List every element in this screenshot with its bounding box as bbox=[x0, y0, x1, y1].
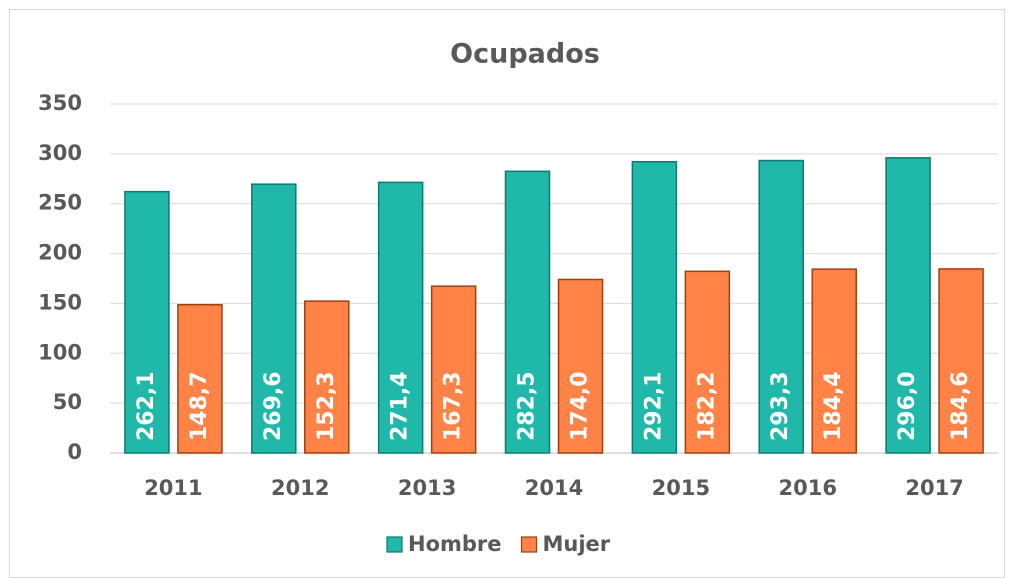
data-label: 148,7 bbox=[187, 371, 212, 441]
data-label: 184,4 bbox=[821, 371, 846, 441]
y-tick-label: 100 bbox=[38, 340, 82, 364]
y-tick-label: 50 bbox=[53, 390, 82, 414]
bar bbox=[758, 159, 804, 454]
data-label: 167,3 bbox=[441, 371, 466, 441]
data-label: 174,0 bbox=[568, 371, 593, 441]
legend-label: Mujer bbox=[543, 532, 611, 556]
y-tick-label: 200 bbox=[38, 241, 82, 265]
x-tick-label: 2012 bbox=[271, 476, 329, 500]
bar bbox=[557, 278, 604, 454]
bar bbox=[811, 268, 857, 454]
y-tick-label: 150 bbox=[38, 290, 82, 314]
bar bbox=[885, 157, 931, 454]
chart-title: Ocupados bbox=[450, 39, 600, 70]
data-label: 293,3 bbox=[768, 371, 793, 441]
data-label: 282,5 bbox=[515, 371, 540, 441]
data-label: 152,3 bbox=[314, 371, 339, 441]
bar bbox=[938, 268, 984, 454]
bar bbox=[177, 303, 223, 454]
data-label: 271,4 bbox=[388, 371, 413, 441]
bar bbox=[304, 300, 350, 454]
bar bbox=[430, 285, 477, 454]
x-tick-label: 2011 bbox=[144, 476, 202, 500]
legend-swatch bbox=[520, 536, 538, 553]
x-tick-label: 2017 bbox=[905, 476, 963, 500]
data-label: 184,6 bbox=[948, 371, 973, 441]
data-label: 182,2 bbox=[694, 371, 719, 441]
bar bbox=[251, 183, 297, 454]
y-tick-label: 350 bbox=[38, 91, 82, 115]
bar bbox=[684, 270, 731, 454]
data-label: 269,6 bbox=[261, 371, 286, 441]
x-tick-label: 2015 bbox=[652, 476, 710, 500]
x-tick-label: 2013 bbox=[398, 476, 456, 500]
legend-swatch bbox=[386, 536, 403, 553]
bar bbox=[631, 160, 678, 454]
data-label: 296,0 bbox=[895, 371, 920, 441]
data-label: 262,1 bbox=[134, 371, 159, 441]
y-tick-label: 250 bbox=[38, 191, 82, 215]
x-tick-label: 2016 bbox=[778, 476, 836, 500]
x-tick-label: 2014 bbox=[525, 476, 583, 500]
legend-label: Hombre bbox=[408, 532, 502, 556]
bar bbox=[124, 190, 170, 454]
y-tick-label: 300 bbox=[38, 141, 82, 165]
y-tick-label: 0 bbox=[67, 440, 82, 464]
bar bbox=[504, 170, 551, 454]
bar bbox=[377, 181, 424, 454]
data-label: 292,1 bbox=[641, 371, 666, 441]
